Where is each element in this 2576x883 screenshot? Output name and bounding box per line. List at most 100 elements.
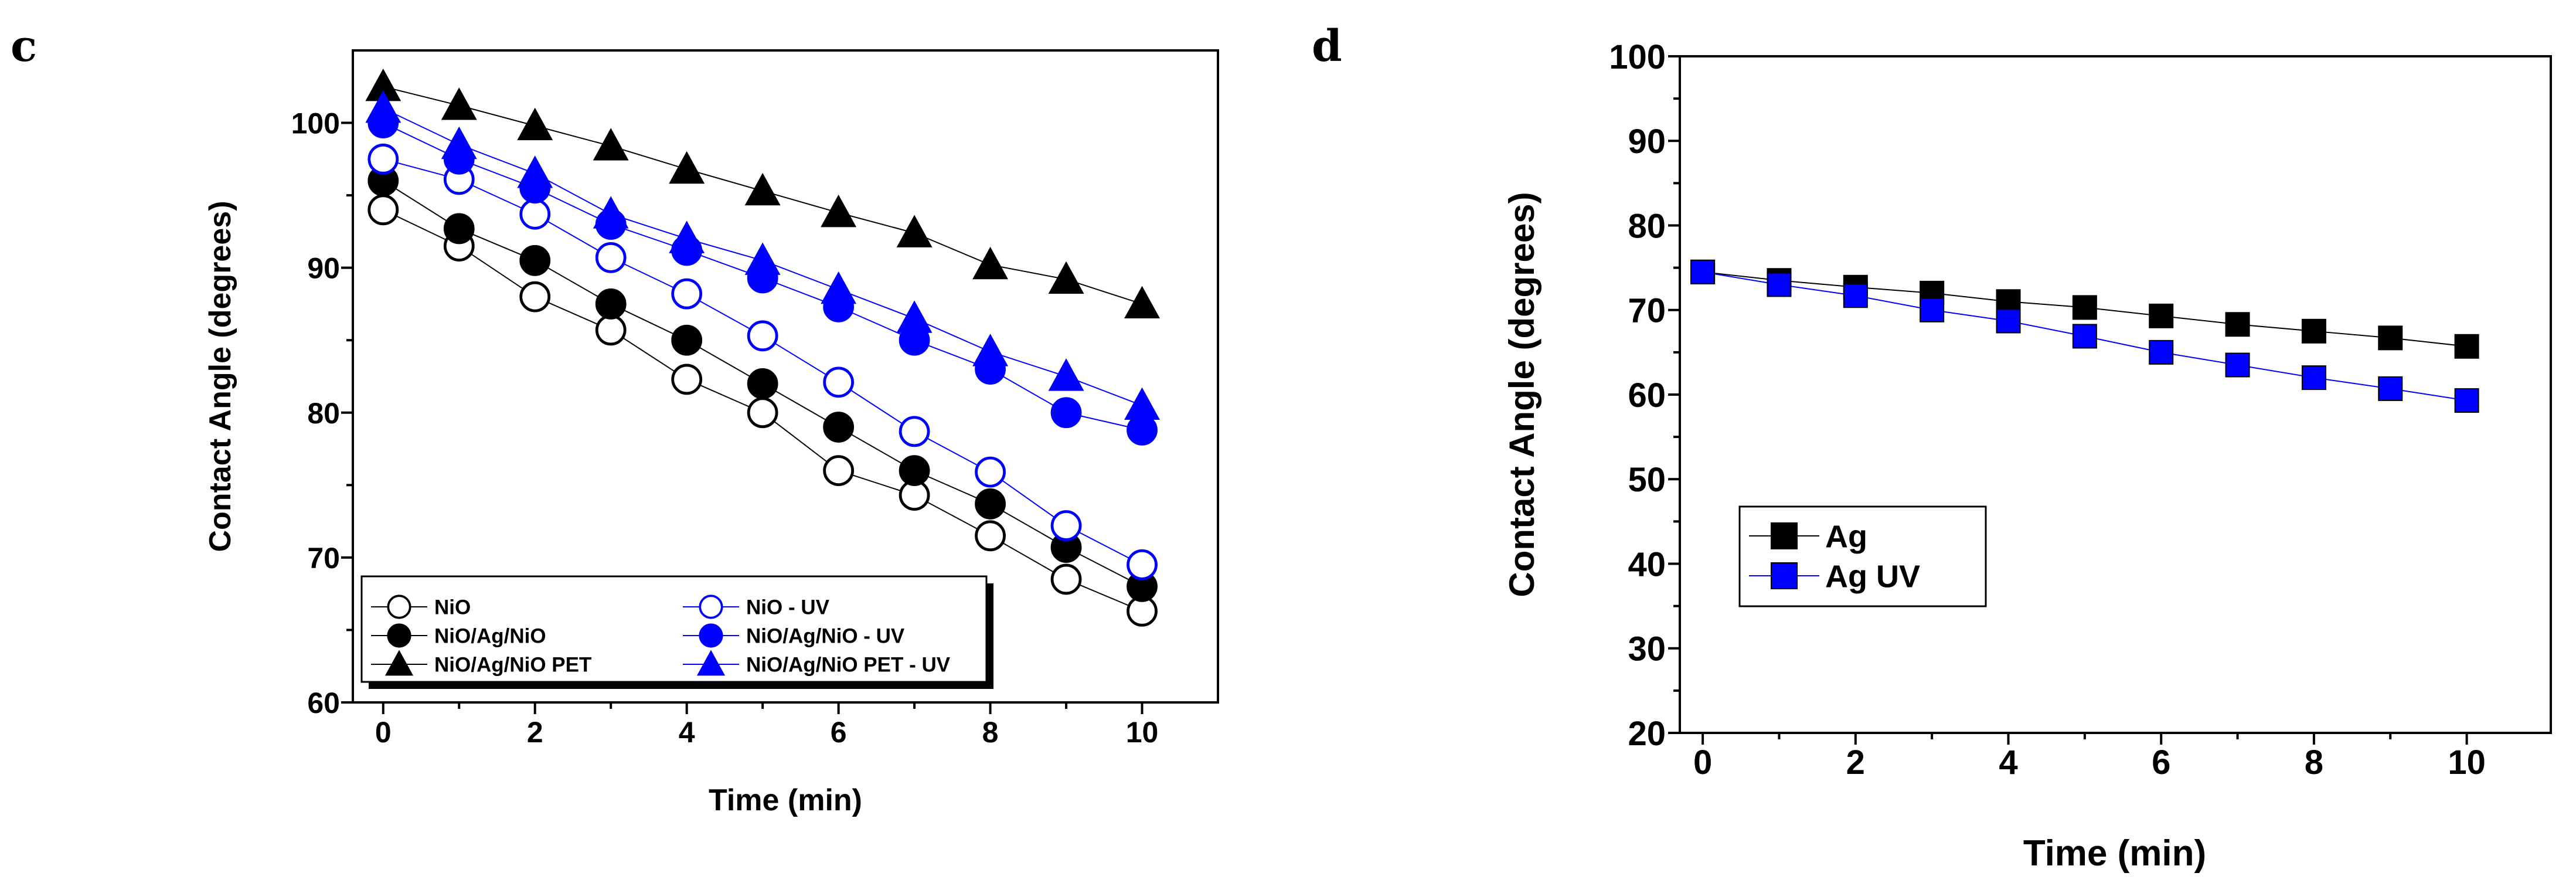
plot-frame <box>352 49 1219 704</box>
legend-marker <box>387 623 411 648</box>
data-point-nio-ag-nio <box>519 244 551 276</box>
legend-label: NiO/Ag/NiO PET <box>434 654 591 677</box>
y-axis-title: Contact Angle (degrees) <box>203 201 237 552</box>
data-point-nio-ag-nio-pet-uv <box>972 334 1009 366</box>
y-axis-title: Contact Angle (degrees) <box>1502 192 1541 597</box>
y-tick-label: 50 <box>1628 461 1666 499</box>
data-point-nio-uv <box>899 416 930 447</box>
data-point-nio-uv <box>975 456 1006 488</box>
x-tick-label: 4 <box>679 716 695 749</box>
legend-entry-ag-uv: Ag UV <box>1749 559 1920 594</box>
y-tick-label: 20 <box>1628 715 1666 753</box>
data-point-nio-ag-nio-pet <box>669 151 705 184</box>
series-nio-ag-nio-pet <box>365 68 1160 319</box>
y-tick-label: 100 <box>291 107 340 140</box>
legend-entry-ag: Ag <box>1749 519 1867 554</box>
legend-marker <box>387 595 411 619</box>
data-point-ag <box>2454 334 2479 359</box>
legend-label: Ag <box>1825 519 1867 554</box>
legend-marker <box>699 623 723 648</box>
panel-label-d: d <box>1312 21 1342 72</box>
y-tick-label: 30 <box>1628 630 1666 668</box>
data-point-nio <box>595 314 627 346</box>
data-point-nio-ag-nio <box>899 455 930 487</box>
legend-label: NiO/Ag/NiO - UV <box>746 625 905 648</box>
data-point-ag-uv <box>1767 272 1792 297</box>
legend-entry-nio-ag-nio-pet: NiO/Ag/NiO PET <box>371 650 591 677</box>
legend-entry-nio-ag-nio-pet-uv: NiO/Ag/NiO PET - UV <box>683 650 951 677</box>
data-point-nio-ag-nio-pet-uv <box>821 271 857 304</box>
data-point-nio-ag-nio <box>671 324 703 356</box>
data-point-ag-uv <box>1920 297 1945 322</box>
data-point-nio-ag-nio-pet-uv <box>517 155 553 188</box>
data-point-ag-uv <box>2301 365 2326 390</box>
data-point-ag <box>2378 325 2403 351</box>
data-point-nio-ag-nio-pet <box>1124 286 1160 319</box>
data-point-ag-uv <box>2454 388 2479 413</box>
data-point-nio-ag-nio-pet <box>972 246 1009 280</box>
data-point-ag-uv <box>1690 259 1716 284</box>
data-point-ag <box>2301 318 2326 344</box>
data-point-nio-ag-nio-pet-uv <box>1124 387 1160 420</box>
series-nio-ag-nio <box>367 165 1158 602</box>
data-point-nio-ag-nio-pet <box>744 172 781 206</box>
data-point-nio-ag-nio-pet <box>517 107 553 141</box>
series-nio <box>367 194 1158 627</box>
data-point-ag-uv <box>1996 308 2021 334</box>
y-tick-label: 90 <box>307 252 340 285</box>
data-point-nio-ag-nio-pet-uv <box>441 126 477 159</box>
data-point-nio-uv <box>747 320 778 352</box>
legend-entry-nio-ag-nio: NiO/Ag/NiO <box>371 623 546 648</box>
y-tick-label: 80 <box>1628 207 1666 245</box>
legend: NiO NiO/Ag/NiO NiO/Ag/NiO PET NiO - UV NiO/A… <box>360 575 993 689</box>
series-line-nio-uv <box>383 158 1142 566</box>
legend-label: NiO/Ag/NiO <box>434 625 546 648</box>
data-point-nio-uv <box>595 242 627 273</box>
legend-entry-nio: NiO <box>371 595 471 619</box>
data-point-nio-ag-nio-pet-uv <box>1048 358 1084 391</box>
data-point-ag-uv <box>2072 324 2097 349</box>
y-tick-label: 80 <box>307 397 340 430</box>
data-point-nio-uv <box>519 198 551 230</box>
data-point-nio-ag-nio-pet-uv <box>365 90 401 123</box>
data-point-nio-ag-nio-pet-uv <box>896 300 933 333</box>
x-tick-label: 0 <box>375 716 392 749</box>
data-point-nio-uv <box>1050 510 1082 541</box>
data-point-nio-ag-nio-uv <box>1127 415 1158 446</box>
data-point-nio-uv <box>671 278 703 310</box>
legend-label: NiO - UV <box>746 596 830 619</box>
data-point-nio-ag-nio <box>823 412 855 443</box>
data-point-ag-uv <box>2225 352 2250 378</box>
data-point-nio <box>975 520 1006 552</box>
data-point-nio-ag-nio <box>747 368 778 399</box>
y-tick-label: 70 <box>1628 292 1666 330</box>
legend-label: NiO <box>434 596 471 619</box>
data-point-nio <box>519 281 551 313</box>
data-point-nio <box>747 397 778 429</box>
legend-label: Ag UV <box>1825 559 1920 594</box>
y-tick-label: 70 <box>307 542 340 575</box>
series-ag-uv <box>1690 259 2479 413</box>
data-point-nio-ag-nio-pet <box>1048 261 1084 294</box>
data-point-nio-ag-nio <box>595 288 627 320</box>
data-point-nio <box>1050 563 1082 595</box>
data-point-nio-ag-nio-pet-uv <box>593 196 629 229</box>
x-tick-label: 10 <box>2448 743 2486 782</box>
data-point-ag <box>2149 303 2174 328</box>
y-tick-label: 60 <box>307 687 340 719</box>
data-point-nio-uv <box>1127 549 1158 580</box>
data-point-nio-uv <box>823 366 855 398</box>
x-tick-label: 2 <box>527 716 543 749</box>
legend-marker <box>696 650 726 676</box>
series-nio-ag-nio-pet-uv <box>365 90 1160 420</box>
legend-marker <box>1771 522 1798 549</box>
data-point-nio <box>823 455 855 487</box>
x-axis-title: Time (min) <box>709 783 862 817</box>
data-point-nio <box>671 364 703 395</box>
data-point-ag <box>2072 295 2097 320</box>
data-point-ag <box>2225 312 2250 337</box>
data-point-nio-ag-nio-pet <box>593 128 629 161</box>
x-axis-title: Time (min) <box>2023 833 2206 874</box>
data-point-nio-uv <box>367 143 399 175</box>
